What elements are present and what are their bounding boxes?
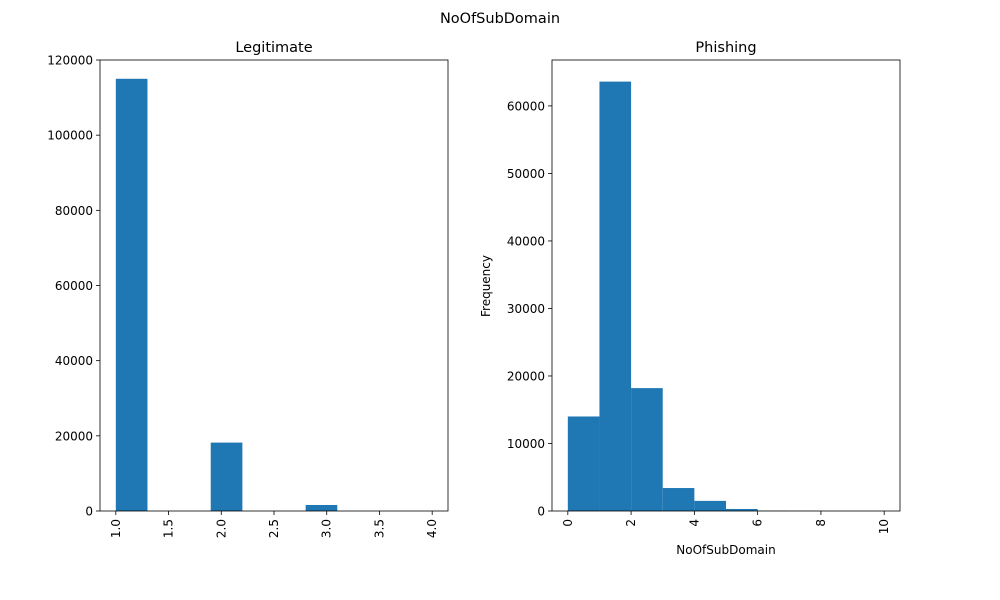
legitimate-x-tick-label-1: 1.5 (162, 519, 176, 538)
phishing-y-axis-label: Frequency (479, 255, 493, 317)
phishing-bar-3 (662, 488, 695, 511)
phishing-x-tick-label-3: 6 (751, 519, 765, 527)
phishing-y-tick-label-6: 60000 (507, 99, 545, 113)
legitimate-y-tick-label-0: 0 (85, 505, 93, 519)
phishing-bar-0 (567, 416, 600, 511)
legitimate-chart-title: Legitimate (235, 40, 312, 56)
legitimate-x-tick-label-2: 2.0 (214, 519, 228, 538)
legitimate-x-tick-label-6: 4.0 (425, 519, 439, 538)
phishing-x-tick-label-2: 4 (687, 519, 701, 527)
legitimate-bar-0 (115, 78, 148, 511)
phishing-y-tick-label-4: 40000 (507, 234, 545, 248)
phishing-bar-2 (631, 388, 663, 511)
phishing-bar-1 (599, 81, 632, 511)
legitimate-y-tick-label-6: 120000 (47, 54, 93, 68)
phishing-x-tick-label-0: 0 (561, 519, 575, 527)
legitimate-bar-3 (210, 442, 243, 511)
phishing-y-tick-label-5: 50000 (507, 167, 545, 181)
phishing-axes-frame (551, 59, 901, 512)
phishing-chart-title: Phishing (695, 40, 756, 56)
legitimate-y-tick-label-1: 20000 (55, 429, 93, 443)
legitimate-x-tick-label-5: 3.5 (372, 519, 386, 538)
phishing-x-tick-label-1: 2 (624, 519, 638, 527)
phishing-x-tick-label-5: 10 (877, 519, 891, 534)
phishing-bar-4 (694, 500, 726, 511)
legitimate-bar-6 (305, 504, 338, 511)
phishing-x-tick-label-4: 8 (814, 519, 828, 527)
legitimate-y-tick-label-3: 60000 (55, 279, 93, 293)
legitimate-y-tick-label-2: 40000 (55, 354, 93, 368)
legitimate-x-tick-label-0: 1.0 (109, 519, 123, 538)
legitimate-y-tick-label-5: 100000 (47, 129, 93, 143)
phishing-y-tick-label-0: 0 (537, 505, 545, 519)
phishing-x-axis-label: NoOfSubDomain (676, 543, 775, 557)
legitimate-x-tick-label-3: 2.5 (267, 519, 281, 538)
legitimate-histogram-panel: Legitimate 1.0 1.5 2.0 2.5 3.0 3.5 4.0 0 20000 40… (47, 40, 449, 538)
figure-suptitle: NoOfSubDomain (440, 11, 560, 27)
phishing-y-tick-label-3: 30000 (507, 302, 545, 316)
legitimate-x-tick-label-4: 3.0 (320, 519, 334, 538)
phishing-histogram-panel: Phishing NoOfSubDomain Frequency 0 2 4 6 8 10… (479, 40, 901, 557)
legitimate-y-tick-label-4: 80000 (55, 204, 93, 218)
phishing-y-tick-label-2: 20000 (507, 369, 545, 383)
phishing-bar-5 (726, 508, 758, 511)
phishing-y-tick-label-1: 10000 (507, 437, 545, 451)
